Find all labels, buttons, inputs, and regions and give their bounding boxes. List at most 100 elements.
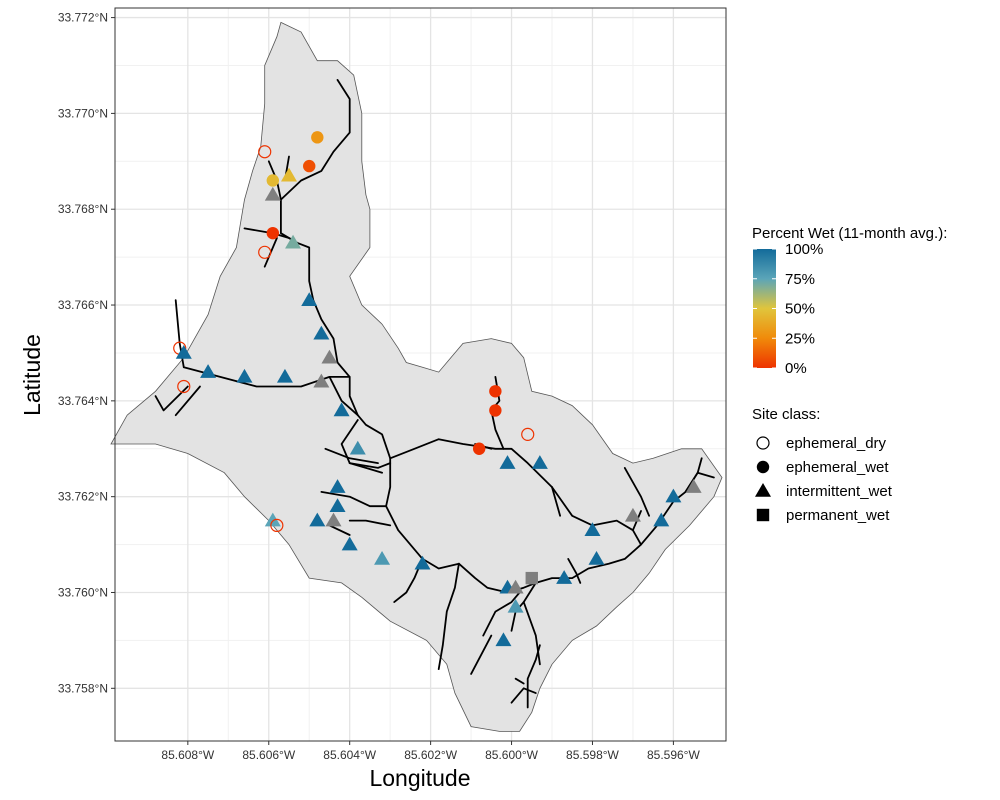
site-marker-intermittent-wet bbox=[414, 555, 431, 570]
color-bar bbox=[753, 249, 776, 368]
site-marker-intermittent-wet bbox=[280, 167, 297, 182]
site-marker-ephemeral-wet bbox=[311, 131, 324, 144]
site-marker-ephemeral-wet bbox=[472, 442, 486, 455]
y-tick-label: 33.764°N bbox=[58, 394, 108, 408]
y-tick-label: 33.762°N bbox=[58, 490, 108, 504]
site-marker-intermittent-wet bbox=[329, 498, 346, 513]
y-tick-label: 33.766°N bbox=[58, 298, 108, 312]
site-marker-intermittent-wet bbox=[333, 402, 350, 417]
legend: Percent Wet (11-month avg.): 100% 75% 50% 2… bbox=[752, 225, 947, 524]
site-marker-intermittent-wet bbox=[588, 550, 605, 565]
site-marker-intermittent-wet bbox=[313, 325, 330, 340]
site-marker-intermittent-wet bbox=[531, 455, 548, 469]
stream-segment bbox=[684, 471, 715, 493]
stream-segment bbox=[567, 558, 582, 584]
site-marker-intermittent-wet bbox=[285, 234, 302, 249]
stream-segment bbox=[526, 644, 541, 709]
stream-segment bbox=[437, 562, 460, 670]
stream-segment bbox=[470, 634, 493, 675]
site-marker-intermittent-wet bbox=[329, 479, 346, 493]
site-marker-intermittent-wet bbox=[624, 507, 641, 522]
y-tick-label: 33.768°N bbox=[58, 202, 108, 216]
stream-segment bbox=[482, 591, 521, 637]
stream-segment bbox=[154, 385, 189, 412]
site-marker-ephemeral-wet bbox=[266, 174, 280, 187]
site-marker-intermittent-wet bbox=[507, 598, 524, 613]
site-marker-ephemeral-dry bbox=[521, 427, 535, 441]
site-marker-ephemeral-wet bbox=[489, 385, 502, 398]
stream-segment bbox=[514, 677, 525, 685]
y-axis-title: Latitude bbox=[19, 334, 45, 416]
site-marker-intermittent-wet bbox=[685, 479, 702, 493]
stream-segment bbox=[389, 438, 642, 546]
y-tick-label: 33.758°N bbox=[58, 681, 108, 695]
site-marker-intermittent-wet bbox=[301, 292, 318, 307]
site-marker-intermittent-wet bbox=[584, 522, 601, 536]
x-tick-label: 85.600°W bbox=[485, 748, 539, 762]
x-axis-ticks: 85.608°W 85.606°W 85.604°W 85.602°W 85.600°W… bbox=[161, 741, 700, 762]
stream-segment bbox=[328, 376, 359, 417]
watershed-boundary bbox=[110, 21, 723, 732]
legend-key-ephemeral-wet bbox=[756, 460, 770, 474]
site-marker-ephemeral-dry bbox=[258, 245, 272, 259]
legend-key-permanent-wet bbox=[756, 508, 770, 522]
y-tick-label: 33.770°N bbox=[58, 106, 108, 120]
x-tick-label: 85.602°W bbox=[404, 748, 458, 762]
y-axis-ticks: 33.758°N 33.760°N 33.762°N 33.764°N 33.766°N… bbox=[58, 11, 115, 695]
shape-legend-items: ephemeral_dry ephemeral_wet intermittent_w… bbox=[755, 435, 893, 524]
x-axis-title: Longitude bbox=[369, 765, 470, 791]
site-marker-intermittent-wet bbox=[556, 570, 573, 584]
site-marker-intermittent-wet bbox=[309, 512, 326, 527]
site-marker-intermittent-wet bbox=[264, 186, 281, 201]
stream-segment bbox=[551, 486, 561, 517]
legend-key-ephemeral-dry bbox=[756, 436, 770, 450]
x-tick-label: 85.604°W bbox=[323, 748, 377, 762]
site-marker-ephemeral-dry bbox=[177, 379, 191, 394]
color-bar-label: 100% bbox=[785, 241, 823, 258]
site-marker-intermittent-wet bbox=[325, 512, 342, 527]
stream-segment bbox=[510, 687, 537, 704]
site-marker-ephemeral-dry bbox=[270, 518, 284, 533]
site-marker-ephemeral-wet bbox=[489, 404, 502, 417]
site-marker-ephemeral-wet bbox=[266, 226, 280, 240]
stream-segment bbox=[280, 79, 703, 594]
site-marker-intermittent-wet bbox=[200, 364, 217, 378]
legend-label-ephemeral-wet: ephemeral_wet bbox=[786, 459, 889, 476]
y-tick-label: 33.760°N bbox=[58, 585, 108, 599]
legend-label-ephemeral-dry: ephemeral_dry bbox=[786, 435, 887, 452]
stream-segment bbox=[328, 524, 351, 536]
stream-segment bbox=[348, 519, 392, 527]
site-marker-intermittent-wet bbox=[321, 349, 338, 364]
site-marker-intermittent-wet bbox=[665, 488, 682, 503]
x-tick-label: 85.608°W bbox=[161, 748, 215, 762]
legend-key-intermittent-wet bbox=[755, 483, 771, 497]
stream-segment bbox=[348, 462, 383, 474]
site-marker-intermittent-wet bbox=[499, 455, 516, 469]
stream-segment bbox=[623, 467, 650, 517]
color-bar-label: 75% bbox=[785, 271, 815, 288]
site-marker-intermittent-wet bbox=[313, 373, 330, 388]
site-marker-intermittent-wet bbox=[374, 550, 391, 565]
color-bar-label: 50% bbox=[785, 301, 815, 318]
plot-border bbox=[114, 7, 727, 742]
site-marker-intermittent-wet bbox=[236, 368, 253, 383]
color-bar-label: 25% bbox=[785, 330, 815, 347]
color-bar-ticks: 100% 75% 50% 25% 0% bbox=[753, 241, 823, 377]
x-tick-label: 85.598°W bbox=[566, 748, 620, 762]
site-marker-intermittent-wet bbox=[175, 344, 192, 359]
stream-segment bbox=[174, 385, 201, 417]
site-marker-ephemeral-wet bbox=[303, 159, 316, 173]
x-tick-label: 85.596°W bbox=[647, 748, 701, 762]
stream-segment bbox=[320, 491, 387, 508]
site-marker-intermittent-wet bbox=[349, 440, 366, 455]
site-marker-intermittent-wet bbox=[264, 512, 281, 527]
site-marker-intermittent-wet bbox=[507, 579, 524, 594]
shape-legend-title: Site class: bbox=[752, 406, 820, 423]
legend-label-intermittent-wet: intermittent_wet bbox=[786, 483, 893, 500]
site-marker-intermittent-wet bbox=[341, 536, 358, 551]
color-bar-label: 0% bbox=[785, 360, 807, 377]
stream-segment bbox=[324, 447, 379, 464]
site-markers bbox=[173, 131, 702, 647]
x-tick-label: 85.606°W bbox=[242, 748, 296, 762]
